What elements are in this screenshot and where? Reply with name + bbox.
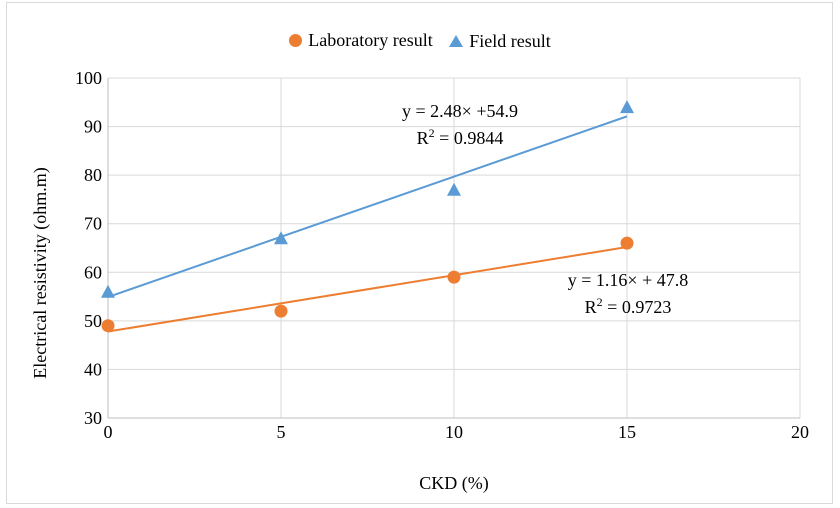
x-tick-label: 0 xyxy=(104,422,113,442)
legend-label-laboratory: Laboratory result xyxy=(308,30,433,50)
equation-label: y = 1.16× + 47.8 xyxy=(568,270,688,290)
y-tick-label: 50 xyxy=(84,311,102,331)
legend: Laboratory result Field result xyxy=(0,30,840,52)
x-tick-label: 20 xyxy=(791,422,809,442)
triangle-marker-icon xyxy=(449,35,464,47)
x-axis-label: CKD (%) xyxy=(419,473,489,494)
legend-item-laboratory: Laboratory result xyxy=(289,30,433,51)
laboratory-point xyxy=(620,236,634,250)
trendlines xyxy=(107,115,628,333)
grid xyxy=(107,77,801,419)
y-tick-label: 70 xyxy=(84,214,102,234)
laboratory-point xyxy=(274,304,288,318)
r-squared-label: R2 = 0.9723 xyxy=(585,295,672,317)
field-point xyxy=(447,182,461,196)
annotations: y = 1.16× + 47.8 R2 = 0.9723 y = 2.48× +54… xyxy=(402,101,688,317)
chart-frame xyxy=(6,2,833,504)
field-point xyxy=(274,231,288,245)
y-tick-label: 80 xyxy=(84,165,102,185)
equation-label: y = 2.48× +54.9 xyxy=(402,101,518,121)
y-tick-label: 30 xyxy=(84,408,102,428)
legend-item-field: Field result xyxy=(449,31,551,52)
r-squared-label: R2 = 0.9844 xyxy=(417,126,504,148)
y-axis-label: Electrical resistivity (ohm.m) xyxy=(30,167,51,378)
field-point xyxy=(101,284,115,298)
x-tick-label: 15 xyxy=(618,422,636,442)
laboratory-point xyxy=(447,270,461,284)
trendline-laboratory xyxy=(107,246,628,333)
y-tick-label: 100 xyxy=(75,68,102,88)
legend-label-field: Field result xyxy=(469,30,551,51)
data-points xyxy=(101,100,634,333)
field-point xyxy=(620,100,634,114)
laboratory-point xyxy=(101,319,115,333)
y-tick-label: 40 xyxy=(84,359,102,379)
circle-marker-icon xyxy=(289,34,303,47)
x-tick-label: 10 xyxy=(445,422,463,442)
tick-labels: 30 40 50 60 70 80 90 100 0 5 10 15 20 xyxy=(75,68,809,442)
trendline-field xyxy=(107,115,628,299)
y-tick-label: 60 xyxy=(84,262,102,282)
x-tick-label: 5 xyxy=(277,422,286,442)
y-tick-label: 90 xyxy=(84,117,102,137)
